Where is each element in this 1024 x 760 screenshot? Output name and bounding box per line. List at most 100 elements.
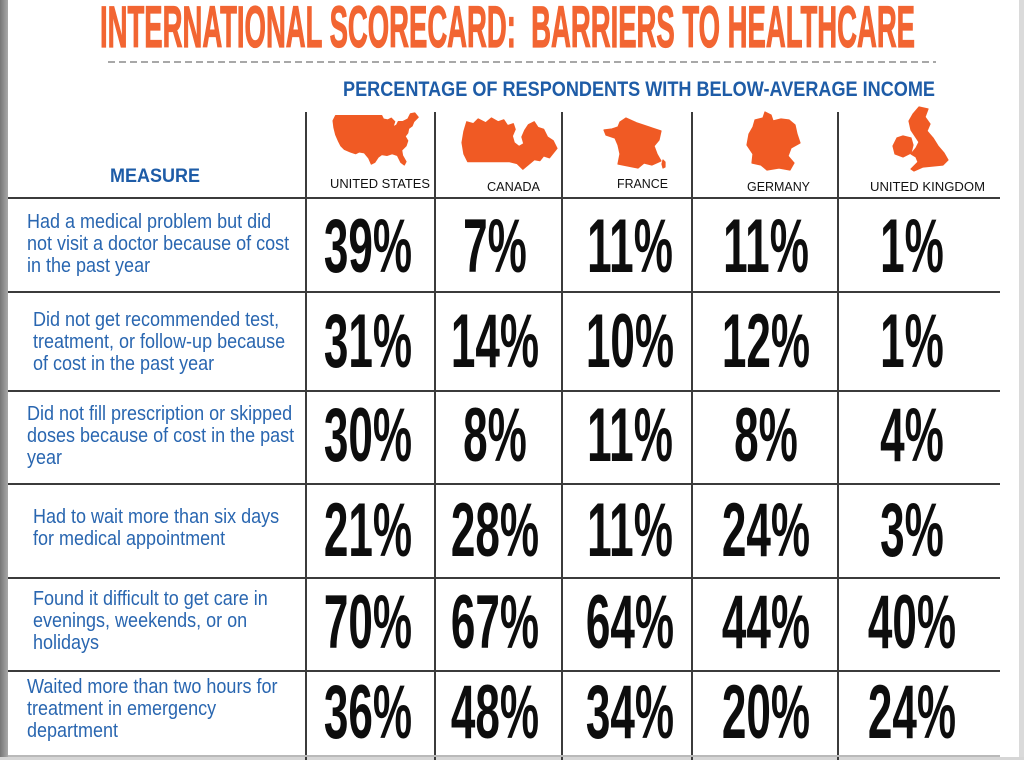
cell-value: 28% — [451, 489, 539, 573]
table-cell: 12% — [722, 300, 810, 384]
cell-value: 11% — [587, 489, 673, 573]
cell-value-number: 7 — [463, 205, 488, 289]
cell-value-unit: % — [488, 394, 527, 478]
table-row: 30% 8% 11% 8% 4% — [324, 394, 944, 478]
measure-label: Waited more than two hours for treatment … — [27, 676, 305, 742]
frame-edge-right — [1019, 0, 1024, 760]
cell-value-number: 67 — [451, 581, 500, 665]
cell-value: 36% — [324, 671, 412, 755]
united-kingdom-map-icon — [892, 106, 949, 172]
measure-labels: Had a medical problem but did not visit a… — [0, 0, 306, 760]
france-mainland-shape — [603, 117, 662, 169]
cell-value-number: 28 — [451, 489, 500, 573]
measure-label: Found it difficult to get care in evening… — [33, 588, 294, 654]
column-label-germany: GERMANY — [747, 179, 810, 194]
cell-value-number: 40 — [868, 581, 917, 665]
cell-value-number: 20 — [722, 671, 771, 755]
column-label-france: FRANCE — [617, 176, 668, 191]
table-cell: 7% — [463, 205, 527, 289]
cell-value: 3% — [880, 489, 944, 573]
cell-value: 8% — [734, 394, 798, 478]
corsica-shape — [661, 159, 666, 169]
ireland-shape — [892, 135, 914, 158]
cell-value: 10% — [586, 300, 674, 384]
cell-value: 30% — [324, 394, 412, 478]
table-row: 31% 14% 10% 12% 1% — [324, 300, 944, 384]
page-title: INTERNATIONAL SCORECARD: BARRIERS TO HEA… — [100, 0, 915, 60]
cell-value-unit: % — [500, 300, 539, 384]
table-cell: 8% — [463, 394, 527, 478]
cell-value: 1% — [880, 300, 944, 384]
measure-label-line: Did not get recommended test, — [33, 309, 280, 331]
cell-value-number: 30 — [324, 394, 373, 478]
cell-value-unit: % — [917, 581, 956, 665]
cell-value-unit: % — [905, 205, 944, 289]
cell-value: 34% — [586, 671, 674, 755]
frame-edge-bottom — [0, 757, 1024, 760]
cell-value-number: 4 — [880, 394, 905, 478]
measure-label-line: Waited more than two hours for — [27, 676, 278, 698]
measure-label-line: in the past year — [27, 255, 151, 277]
cell-value-unit: % — [905, 300, 944, 384]
cell-value: 21% — [324, 489, 412, 573]
measure-label: Had a medical problem but did not visit a… — [27, 211, 318, 277]
cell-value-number: 21 — [324, 489, 373, 573]
column-headers: UNITED STATES CANADA FRANCE GERMANY — [330, 106, 985, 194]
cell-value-unit: % — [373, 300, 412, 384]
germany-map-icon — [746, 111, 801, 171]
cell-value-number: 11 — [587, 489, 634, 573]
table-subtitle: PERCENTAGE OF RESPONDENTS WITH BELOW-AVE… — [343, 78, 935, 101]
table-grid — [8, 112, 1000, 760]
cell-value-number: 8 — [463, 394, 488, 478]
table-cell: 30% — [324, 394, 412, 478]
table-cell: 11% — [723, 205, 809, 289]
table-cell: 4% — [880, 394, 944, 478]
measure-label-line: Had a medical problem but did — [27, 211, 272, 233]
column-header-germany: GERMANY — [746, 111, 810, 194]
cell-value: 24% — [722, 489, 810, 573]
cell-value-number: 3 — [880, 489, 905, 573]
measure-label-line: doses because of cost in the past — [27, 425, 295, 447]
measure-label-line: not visit a doctor because of cost — [27, 233, 290, 255]
cell-value-unit: % — [488, 205, 527, 289]
column-label-united-states: UNITED STATES — [330, 176, 430, 191]
cell-value-unit: % — [770, 205, 809, 289]
cell-value: 8% — [463, 394, 527, 478]
table-cell: 70% — [324, 581, 412, 665]
cell-value-number: 36 — [324, 671, 373, 755]
measure-label-line: for medical appointment — [33, 528, 226, 550]
table-row: 21% 28% 11% 24% 3% — [324, 489, 944, 573]
cell-value-unit: % — [905, 394, 944, 478]
measure-label-line: evenings, weekends, or on — [33, 610, 248, 632]
column-header-united-states: UNITED STATES — [330, 112, 430, 191]
measure-column-header: MEASURE — [110, 166, 200, 187]
cell-value-unit: % — [635, 581, 674, 665]
cell-value-unit: % — [500, 489, 539, 573]
cell-value: 40% — [868, 581, 956, 665]
cell-value: 1% — [880, 205, 944, 289]
measure-label-line: department — [27, 720, 119, 742]
cell-value-unit: % — [373, 205, 412, 289]
table-row: 39% 7% 11% 11% 1% — [324, 205, 944, 289]
cell-value-number: 11 — [587, 394, 634, 478]
table-cell: 48% — [451, 671, 539, 755]
table-cell: 28% — [451, 489, 539, 573]
measure-label-line: treatment, or follow-up because — [33, 331, 286, 353]
cell-value: 12% — [722, 300, 810, 384]
cell-value-number: 24 — [868, 671, 917, 755]
cell-value: 64% — [586, 581, 674, 665]
cell-value: 11% — [587, 205, 673, 289]
column-header-canada: CANADA — [461, 117, 558, 194]
cell-value-number: 70 — [324, 581, 373, 665]
cell-value-unit: % — [634, 489, 673, 573]
column-header-united-kingdom: UNITED KINGDOM — [870, 106, 985, 194]
cell-value-number: 8 — [734, 394, 759, 478]
value-cells: 39% 7% 11% 11% 1%31% 14% 10% 12% 1%30% 8% 11% 8% 4%2… — [324, 205, 956, 755]
table-row: 36% 48% 34% 20% 24% — [324, 671, 956, 755]
cell-value: 11% — [723, 205, 809, 289]
table-cell: 64% — [586, 581, 674, 665]
table-cell: 11% — [587, 394, 673, 478]
cell-value-number: 11 — [587, 205, 634, 289]
cell-value-unit: % — [634, 205, 673, 289]
